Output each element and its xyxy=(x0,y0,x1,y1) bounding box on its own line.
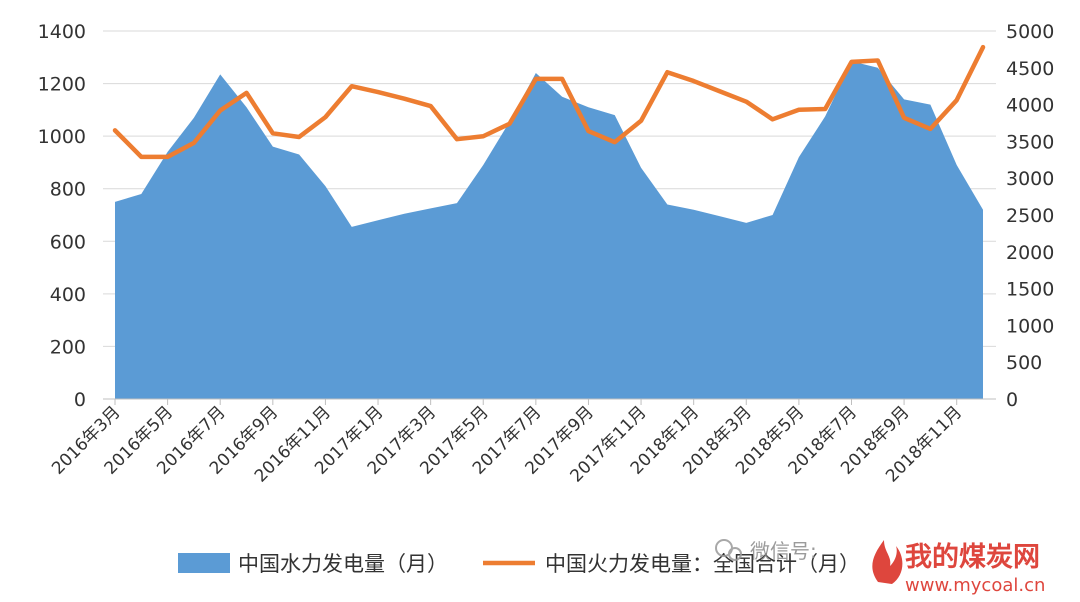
left-tick-label: 400 xyxy=(50,284,86,306)
thermal-line xyxy=(112,44,986,160)
right-tick-label: 500 xyxy=(1006,352,1042,374)
right-tick-label: 3500 xyxy=(1006,131,1054,153)
legend-label-hydro: 中国水力发电量（月） xyxy=(238,552,448,576)
right-tick-label: 4500 xyxy=(1006,58,1054,80)
left-tick-label: 600 xyxy=(50,231,86,253)
watermark: 微信号: 我的煤炭网 www.mycoal.cn xyxy=(715,539,1045,596)
watermark-wechat-label: 微信号: xyxy=(750,539,817,563)
left-tick-label: 1200 xyxy=(38,74,86,96)
watermark-brand: 我的煤炭网 xyxy=(905,541,1040,573)
left-axis-ticks: 0 200 400 600 800 1000 1200 1400 xyxy=(38,21,86,411)
right-axis-ticks: 0 500 1000 1500 2000 2500 3000 3500 4000 4500 5000 xyxy=(1006,21,1054,411)
right-tick-label: 5000 xyxy=(1006,21,1054,43)
right-tick-label: 4000 xyxy=(1006,95,1054,117)
left-tick-label: 800 xyxy=(50,179,86,201)
left-tick-label: 0 xyxy=(74,389,86,411)
thermal-line-layer xyxy=(112,44,986,160)
right-tick-label: 3000 xyxy=(1006,168,1054,190)
right-tick-label: 1000 xyxy=(1006,315,1054,337)
x-axis-ticks: 2016年3月2016年5月2016年7月2016年9月2016年11月2017… xyxy=(48,402,966,486)
left-tick-label: 200 xyxy=(50,336,86,358)
right-tick-label: 0 xyxy=(1006,389,1018,411)
flame-logo-icon xyxy=(872,540,903,584)
hydro-area-layer xyxy=(114,61,984,399)
legend-label-thermal: 中国火力发电量：全国合计（月） xyxy=(545,552,860,576)
left-tick-label: 1000 xyxy=(38,126,86,148)
wechat-icon-small xyxy=(728,547,742,561)
hydro-area xyxy=(115,61,983,399)
right-tick-label: 1500 xyxy=(1006,279,1054,301)
watermark-url: www.mycoal.cn xyxy=(905,575,1045,596)
legend: 中国水力发电量（月） 中国火力发电量：全国合计（月） xyxy=(178,552,860,576)
left-tick-label: 1400 xyxy=(38,21,86,43)
axes xyxy=(103,398,996,405)
legend-swatch-hydro xyxy=(178,553,230,573)
right-tick-label: 2500 xyxy=(1006,205,1054,227)
right-tick-label: 2000 xyxy=(1006,242,1054,264)
